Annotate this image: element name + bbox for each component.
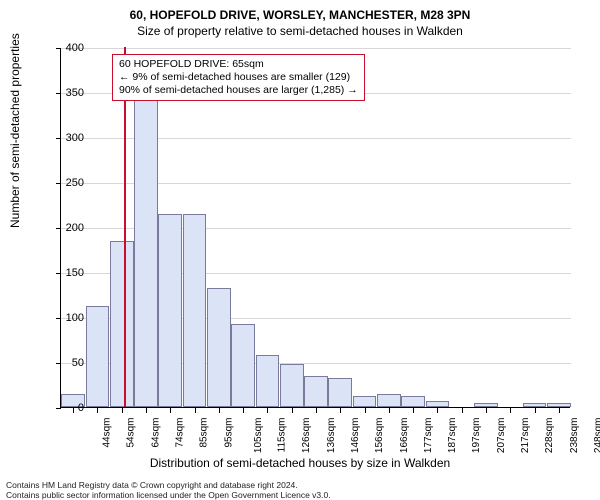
x-tick-label: 207sqm — [496, 418, 507, 454]
histogram-bar — [401, 396, 425, 407]
x-tick-mark — [535, 408, 536, 413]
x-tick-label: 136sqm — [326, 418, 337, 454]
x-tick-mark — [267, 408, 268, 413]
histogram-bar — [280, 364, 304, 407]
footer-line-1: Contains HM Land Registry data © Crown c… — [6, 480, 594, 490]
x-tick-label: 238sqm — [569, 418, 580, 454]
x-tick-label: 95sqm — [223, 418, 234, 448]
x-tick-label: 177sqm — [423, 418, 434, 454]
x-tick-mark — [292, 408, 293, 413]
histogram-bar — [328, 378, 352, 407]
chart-subtitle: Size of property relative to semi-detach… — [0, 22, 600, 38]
x-tick-label: 115sqm — [276, 418, 287, 453]
x-tick-label: 54sqm — [126, 418, 137, 448]
histogram-bar — [134, 83, 158, 407]
histogram-bar — [547, 403, 571, 407]
histogram-bar — [377, 394, 401, 408]
annotation-line-2: ← 9% of semi-detached houses are smaller… — [119, 71, 358, 84]
annotation-line-1: 60 HOPEFOLD DRIVE: 65sqm — [119, 58, 358, 71]
x-tick-label: 64sqm — [150, 418, 161, 448]
x-tick-label: 126sqm — [302, 418, 313, 454]
histogram-bar — [304, 376, 328, 408]
histogram-bar — [183, 214, 207, 408]
x-tick-label: 156sqm — [374, 418, 385, 454]
footer-line-2: Contains public sector information licen… — [6, 490, 594, 500]
x-tick-mark — [510, 408, 511, 413]
x-tick-mark — [122, 408, 123, 413]
y-tick-label: 0 — [44, 402, 84, 414]
x-tick-label: 166sqm — [399, 418, 410, 454]
x-tick-mark — [97, 408, 98, 413]
x-tick-mark — [389, 408, 390, 413]
histogram-bar — [110, 241, 134, 408]
x-tick-mark — [486, 408, 487, 413]
x-tick-mark — [316, 408, 317, 413]
x-tick-mark — [170, 408, 171, 413]
x-tick-label: 228sqm — [544, 418, 555, 454]
x-tick-mark — [365, 408, 366, 413]
x-tick-label: 85sqm — [199, 418, 210, 448]
x-axis-label: Distribution of semi-detached houses by … — [0, 456, 600, 470]
histogram-bar — [231, 324, 255, 407]
y-tick-label: 400 — [44, 42, 84, 54]
x-tick-label: 248sqm — [593, 418, 600, 454]
y-axis-label: Number of semi-detached properties — [8, 33, 22, 228]
chart-title: 60, HOPEFOLD DRIVE, WORSLEY, MANCHESTER,… — [0, 0, 600, 22]
histogram-bar — [158, 214, 182, 408]
x-tick-mark — [462, 408, 463, 413]
x-tick-label: 217sqm — [520, 418, 531, 454]
x-tick-mark — [559, 408, 560, 413]
histogram-bar — [86, 306, 110, 407]
x-tick-label: 197sqm — [472, 418, 483, 454]
y-tick-label: 300 — [44, 132, 84, 144]
gridline — [61, 48, 571, 49]
histogram-bar — [523, 403, 547, 408]
plot-region: 44sqm54sqm64sqm74sqm85sqm95sqm105sqm115s… — [60, 48, 570, 408]
x-tick-mark — [340, 408, 341, 413]
y-tick-label: 100 — [44, 312, 84, 324]
x-tick-label: 187sqm — [447, 418, 458, 454]
y-tick-label: 50 — [44, 357, 84, 369]
histogram-bar — [474, 403, 498, 408]
x-tick-mark — [195, 408, 196, 413]
histogram-bar — [256, 355, 280, 407]
y-tick-label: 350 — [44, 87, 84, 99]
x-tick-label: 105sqm — [253, 418, 264, 454]
footer-credits: Contains HM Land Registry data © Crown c… — [6, 480, 594, 500]
x-tick-mark — [243, 408, 244, 413]
x-tick-label: 146sqm — [350, 418, 361, 454]
x-tick-mark — [413, 408, 414, 413]
histogram-bar — [353, 396, 377, 407]
x-tick-label: 44sqm — [102, 418, 113, 448]
y-tick-label: 150 — [44, 267, 84, 279]
y-tick-label: 200 — [44, 222, 84, 234]
x-tick-mark — [146, 408, 147, 413]
annotation-line-3: 90% of semi-detached houses are larger (… — [119, 84, 358, 97]
x-tick-mark — [219, 408, 220, 413]
x-tick-label: 74sqm — [175, 418, 186, 448]
y-tick-label: 250 — [44, 177, 84, 189]
annotation-box: 60 HOPEFOLD DRIVE: 65sqm ← 9% of semi-de… — [112, 54, 365, 101]
x-tick-mark — [437, 408, 438, 413]
chart-plot-area: 44sqm54sqm64sqm74sqm85sqm95sqm105sqm115s… — [60, 48, 570, 408]
histogram-bar — [426, 401, 450, 407]
histogram-bar — [207, 288, 231, 407]
